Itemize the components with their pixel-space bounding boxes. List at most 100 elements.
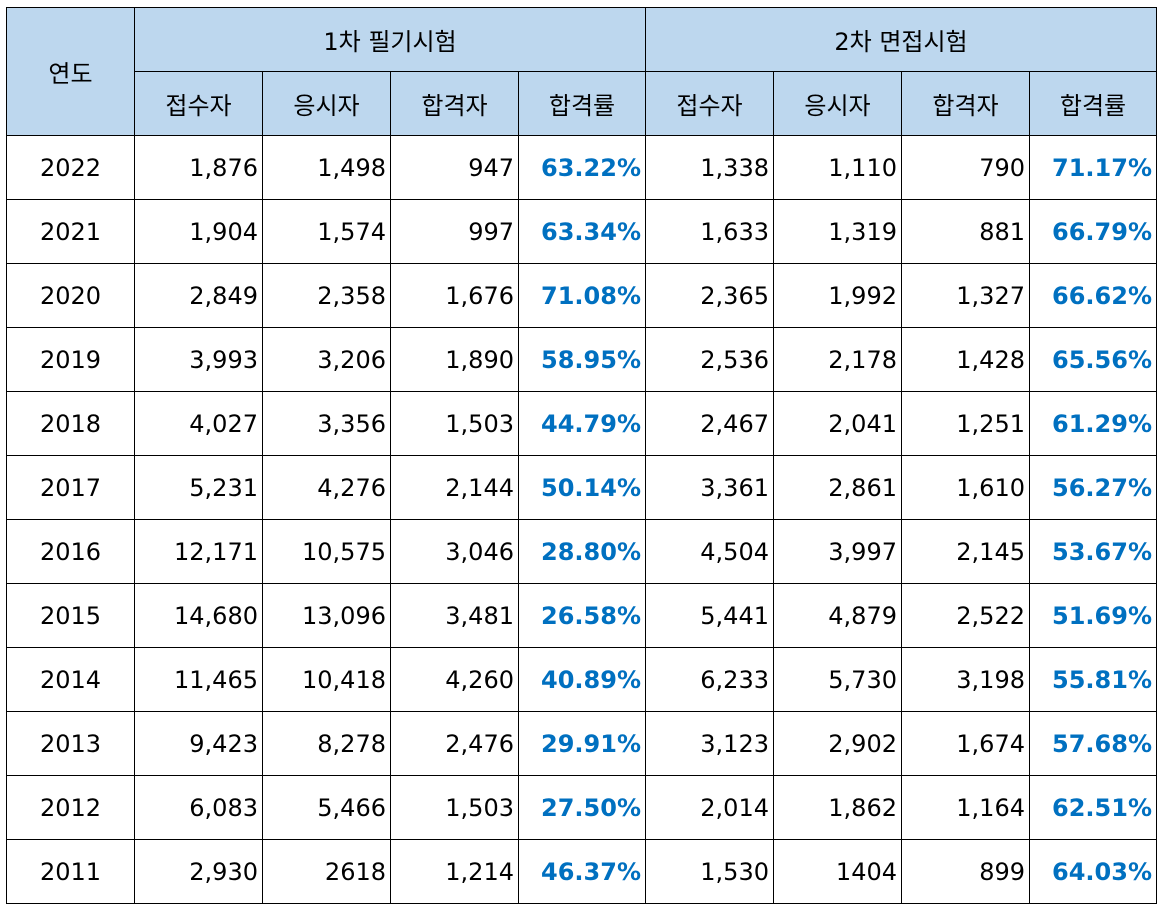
header-row-groups: 연도 1차 필기시험 2차 면접시험 [6,7,1157,136]
table-header: 연도 1차 필기시험 2차 면접시험 접수자 응시자 합격자 합격률 접수자 응… [6,7,1157,136]
header-first-passers: 합격자 [390,71,519,136]
second-applicants-cell: 2,365 [645,263,774,328]
table-row: 2022 1,876 1,498 947 63.22% 1,338 1,110 790 71.1… [6,135,1157,200]
first-passers-cell: 2,476 [390,711,519,776]
second-passers-cell: 1,327 [901,263,1030,328]
first-applicants-cell: 14,680 [134,583,263,648]
second-applicants-cell: 6,233 [645,647,774,712]
second-applicants-cell: 1,530 [645,839,774,904]
first-passers-cell: 1,503 [390,391,519,456]
header-first-pass-rate: 합격률 [518,71,646,136]
header-second-applicants: 접수자 [645,71,774,136]
first-examinees-cell: 3,356 [262,391,391,456]
first-examinees-cell: 5,466 [262,775,391,840]
first-pass-rate-cell: 71.08% [518,263,646,328]
first-examinees-cell: 1,498 [262,135,391,200]
first-examinees-cell: 1,574 [262,199,391,264]
second-pass-rate-cell: 56.27% [1029,455,1157,520]
second-applicants-cell: 3,123 [645,711,774,776]
table-row: 2011 2,930 2618 1,214 46.37% 1,530 1404 899 64.0… [6,839,1157,904]
first-examinees-cell: 13,096 [262,583,391,648]
table-row: 2021 1,904 1,574 997 63.34% 1,633 1,319 881 66.7… [6,199,1157,264]
first-examinees-cell: 2,358 [262,263,391,328]
table-row: 2014 11,465 10,418 4,260 40.89% 6,233 5,730 3,1… [6,647,1157,712]
first-applicants-cell: 4,027 [134,391,263,456]
first-pass-rate-cell: 27.50% [518,775,646,840]
second-passers-cell: 881 [901,199,1030,264]
first-pass-rate-cell: 46.37% [518,839,646,904]
first-pass-rate-cell: 58.95% [518,327,646,392]
second-pass-rate-cell: 61.29% [1029,391,1157,456]
second-pass-rate-cell: 65.56% [1029,327,1157,392]
second-applicants-cell: 1,338 [645,135,774,200]
second-pass-rate-cell: 66.79% [1029,199,1157,264]
table-row: 2015 14,680 13,096 3,481 26.58% 5,441 4,879 2,5… [6,583,1157,648]
second-pass-rate-cell: 71.17% [1029,135,1157,200]
first-applicants-cell: 6,083 [134,775,263,840]
year-cell: 2015 [6,583,135,648]
first-applicants-cell: 1,904 [134,199,263,264]
table-row: 2017 5,231 4,276 2,144 50.14% 3,361 2,861 1,610… [6,455,1157,520]
second-applicants-cell: 1,633 [645,199,774,264]
second-examinees-cell: 1,862 [773,775,902,840]
first-passers-cell: 2,144 [390,455,519,520]
table-row: 2020 2,849 2,358 1,676 71.08% 2,365 1,992 1,327… [6,263,1157,328]
second-examinees-cell: 1,110 [773,135,902,200]
second-examinees-cell: 1404 [773,839,902,904]
year-cell: 2019 [6,327,135,392]
second-examinees-cell: 2,902 [773,711,902,776]
second-passers-cell: 1,428 [901,327,1030,392]
table-row: 2016 12,171 10,575 3,046 28.80% 4,504 3,997 2,1… [6,519,1157,584]
header-row-columns: 접수자 응시자 합격자 합격률 접수자 응시자 합격자 합격률 [7,71,1157,136]
first-examinees-cell: 10,418 [262,647,391,712]
second-applicants-cell: 2,536 [645,327,774,392]
first-examinees-cell: 10,575 [262,519,391,584]
year-cell: 2022 [6,135,135,200]
first-applicants-cell: 5,231 [134,455,263,520]
first-examinees-cell: 2618 [262,839,391,904]
second-applicants-cell: 4,504 [645,519,774,584]
first-examinees-cell: 8,278 [262,711,391,776]
second-applicants-cell: 2,014 [645,775,774,840]
first-passers-cell: 3,046 [390,519,519,584]
table-row: 2019 3,993 3,206 1,890 58.95% 2,536 2,178 1,428… [6,327,1157,392]
first-pass-rate-cell: 50.14% [518,455,646,520]
second-applicants-cell: 2,467 [645,391,774,456]
year-cell: 2012 [6,775,135,840]
first-applicants-cell: 9,423 [134,711,263,776]
second-pass-rate-cell: 66.62% [1029,263,1157,328]
first-applicants-cell: 2,930 [134,839,263,904]
header-second-pass-rate: 합격률 [1029,71,1157,136]
second-passers-cell: 1,674 [901,711,1030,776]
second-examinees-cell: 2,041 [773,391,902,456]
second-passers-cell: 1,610 [901,455,1030,520]
first-applicants-cell: 12,171 [134,519,263,584]
second-passers-cell: 1,251 [901,391,1030,456]
table-row: 2012 6,083 5,466 1,503 27.50% 2,014 1,862 1,164… [6,775,1157,840]
first-passers-cell: 947 [390,135,519,200]
second-examinees-cell: 3,997 [773,519,902,584]
header-year: 연도 [6,7,135,136]
year-cell: 2021 [6,199,135,264]
first-applicants-cell: 11,465 [134,647,263,712]
second-pass-rate-cell: 62.51% [1029,775,1157,840]
second-pass-rate-cell: 64.03% [1029,839,1157,904]
year-cell: 2020 [6,263,135,328]
first-pass-rate-cell: 26.58% [518,583,646,648]
second-passers-cell: 790 [901,135,1030,200]
first-pass-rate-cell: 28.80% [518,519,646,584]
second-passers-cell: 2,145 [901,519,1030,584]
second-pass-rate-cell: 55.81% [1029,647,1157,712]
table-row: 2013 9,423 8,278 2,476 29.91% 3,123 2,902 1,674… [6,711,1157,776]
first-passers-cell: 1,503 [390,775,519,840]
second-pass-rate-cell: 51.69% [1029,583,1157,648]
second-examinees-cell: 1,992 [773,263,902,328]
second-examinees-cell: 2,861 [773,455,902,520]
second-examinees-cell: 5,730 [773,647,902,712]
second-applicants-cell: 5,441 [645,583,774,648]
second-examinees-cell: 4,879 [773,583,902,648]
header-second-examinees: 응시자 [773,71,902,136]
second-passers-cell: 1,164 [901,775,1030,840]
header-first-examinees: 응시자 [262,71,391,136]
first-pass-rate-cell: 40.89% [518,647,646,712]
